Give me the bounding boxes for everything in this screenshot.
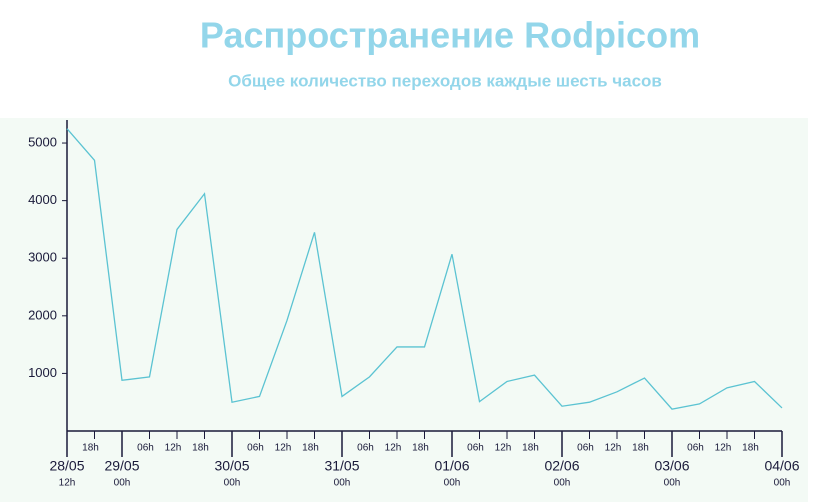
x-hour-label: 12h [275, 443, 292, 454]
x-hour-label: 18h [82, 443, 99, 454]
y-tick-label: 5000 [28, 134, 57, 149]
x-day-label: 02/06 [544, 458, 579, 474]
x-hour-label: 12h [59, 478, 76, 489]
x-hour-label: 00h [554, 478, 571, 489]
y-tick-label: 4000 [28, 192, 57, 207]
x-hour-label: 18h [522, 443, 539, 454]
chart-subtitle: Общее количество переходов каждые шесть … [228, 71, 662, 90]
x-hour-label: 18h [632, 443, 649, 454]
x-day-label: 31/05 [324, 458, 359, 474]
x-day-label: 28/05 [49, 458, 84, 474]
y-tick-label: 3000 [28, 250, 57, 265]
x-day-label: 03/06 [654, 458, 689, 474]
x-hour-label: 00h [774, 478, 791, 489]
x-hour-label: 18h [412, 443, 429, 454]
x-hour-label: 18h [302, 443, 319, 454]
x-hour-label: 06h [247, 443, 264, 454]
x-hour-label: 18h [742, 443, 759, 454]
x-hour-label: 12h [495, 443, 512, 454]
x-hour-label: 12h [165, 443, 182, 454]
x-hour-label: 06h [687, 443, 704, 454]
x-day-label: 04/06 [764, 458, 799, 474]
data-line [66, 128, 783, 410]
y-tick-label: 1000 [28, 365, 57, 380]
chart-title: Распространение Rodpicom [200, 15, 700, 56]
x-hour-label: 12h [605, 443, 622, 454]
x-day-label: 29/05 [104, 458, 139, 474]
x-hour-label: 12h [715, 443, 732, 454]
y-tick-label: 2000 [28, 307, 57, 322]
x-hour-label: 06h [577, 443, 594, 454]
x-hour-label: 18h [192, 443, 209, 454]
x-hour-label: 00h [444, 478, 461, 489]
x-hour-label: 00h [224, 478, 241, 489]
x-day-label: 01/06 [434, 458, 469, 474]
x-hour-label: 06h [467, 443, 484, 454]
x-hour-label: 00h [114, 478, 131, 489]
x-hour-label: 12h [385, 443, 402, 454]
x-hour-label: 00h [664, 478, 681, 489]
x-hour-label: 06h [357, 443, 374, 454]
x-day-label: 30/05 [214, 458, 249, 474]
plot-background [0, 118, 808, 502]
x-hour-label: 00h [334, 478, 351, 489]
x-hour-label: 06h [137, 443, 154, 454]
